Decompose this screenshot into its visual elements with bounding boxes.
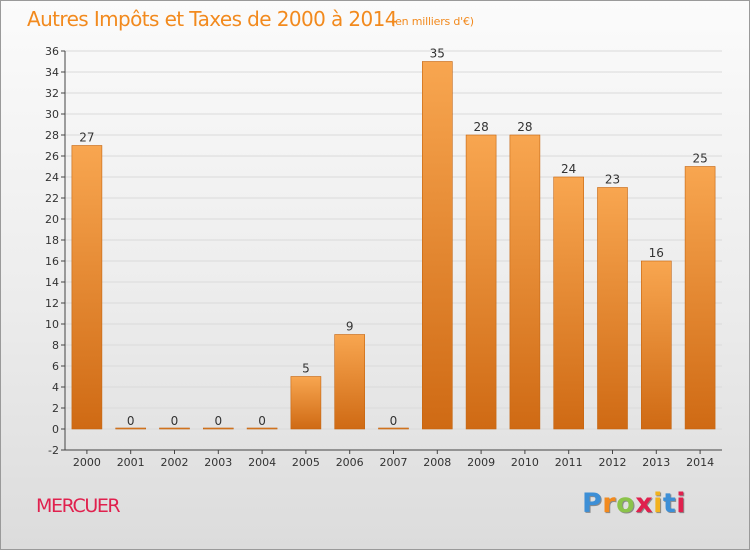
y-tick-label: 4 bbox=[52, 381, 59, 394]
y-tick-label: 0 bbox=[52, 423, 59, 436]
y-tick-label: 10 bbox=[45, 318, 59, 331]
y-tick-label: 32 bbox=[45, 87, 59, 100]
bar bbox=[334, 334, 366, 430]
y-tick-label: 12 bbox=[45, 297, 59, 310]
y-tick-label: 24 bbox=[45, 171, 59, 184]
y-tick-label: -2 bbox=[48, 444, 59, 457]
data-label: 0 bbox=[171, 414, 179, 428]
x-tick-label: 2006 bbox=[336, 456, 364, 469]
logo-letter: i bbox=[676, 488, 687, 519]
logo-letter: o bbox=[616, 488, 636, 519]
x-tick-label: 2000 bbox=[73, 456, 101, 469]
city-name: MERCUER bbox=[36, 495, 121, 517]
y-tick-label: 6 bbox=[52, 360, 59, 373]
data-label: 0 bbox=[214, 414, 222, 428]
x-tick-label: 2005 bbox=[292, 456, 320, 469]
y-tick-label: 2 bbox=[52, 402, 59, 415]
bar bbox=[246, 427, 278, 430]
x-tick-label: 2009 bbox=[467, 456, 495, 469]
data-label: 27 bbox=[79, 131, 94, 145]
data-label: 0 bbox=[258, 414, 266, 428]
bar bbox=[203, 427, 234, 430]
x-tick-label: 2010 bbox=[511, 456, 539, 469]
logo-letter: r bbox=[602, 488, 617, 519]
y-tick-label: 18 bbox=[45, 234, 59, 247]
x-tick-label: 2003 bbox=[204, 456, 232, 469]
bar bbox=[640, 260, 672, 430]
logo-letter: i bbox=[653, 488, 663, 519]
y-tick-label: 22 bbox=[45, 192, 59, 205]
y-tick-label: 14 bbox=[45, 276, 59, 289]
x-tick-label: 2011 bbox=[555, 456, 583, 469]
y-tick-label: 8 bbox=[52, 339, 59, 352]
data-label: 24 bbox=[561, 162, 576, 176]
bar bbox=[71, 145, 103, 430]
data-label: 28 bbox=[517, 120, 532, 134]
x-tick-label: 2007 bbox=[380, 456, 408, 469]
y-tick-label: 28 bbox=[45, 129, 59, 142]
data-label: 23 bbox=[605, 173, 620, 187]
bar bbox=[115, 427, 146, 430]
x-tick-label: 2012 bbox=[599, 456, 627, 469]
proxiti-logo[interactable]: Proxiti bbox=[582, 488, 686, 519]
data-label: 28 bbox=[473, 120, 488, 134]
logo-letter: t bbox=[662, 488, 677, 519]
logo-letter: P bbox=[582, 488, 603, 519]
x-tick-label: 2014 bbox=[686, 456, 714, 469]
bar bbox=[553, 176, 585, 430]
bar bbox=[290, 376, 322, 430]
logo-letter: x bbox=[635, 488, 654, 519]
y-tick-label: 26 bbox=[45, 150, 59, 163]
x-tick-label: 2004 bbox=[248, 456, 276, 469]
bar bbox=[421, 61, 453, 430]
bar bbox=[684, 166, 716, 430]
x-tick-label: 2013 bbox=[642, 456, 670, 469]
bar bbox=[509, 134, 541, 430]
y-tick-label: 34 bbox=[45, 66, 59, 79]
y-tick-label: 20 bbox=[45, 213, 59, 226]
bar bbox=[378, 427, 409, 430]
bar bbox=[597, 187, 628, 430]
y-tick-label: 36 bbox=[45, 45, 59, 58]
bar bbox=[465, 134, 497, 430]
chart-subtitle: (en milliers d'€) bbox=[391, 15, 474, 28]
x-tick-label: 2008 bbox=[423, 456, 451, 469]
data-label: 0 bbox=[390, 414, 398, 428]
x-tick-label: 2002 bbox=[161, 456, 189, 469]
data-label: 0 bbox=[127, 414, 135, 428]
data-label: 16 bbox=[649, 246, 664, 260]
bar bbox=[159, 427, 190, 430]
data-label: 25 bbox=[692, 152, 707, 166]
data-label: 5 bbox=[302, 362, 310, 376]
x-tick-label: 2001 bbox=[117, 456, 145, 469]
y-tick-label: 30 bbox=[45, 108, 59, 121]
chart-title: Autres Impôts et Taxes de 2000 à 2014 bbox=[27, 7, 397, 31]
y-tick-label: 16 bbox=[45, 255, 59, 268]
data-label: 35 bbox=[430, 47, 445, 61]
data-label: 9 bbox=[346, 320, 354, 334]
